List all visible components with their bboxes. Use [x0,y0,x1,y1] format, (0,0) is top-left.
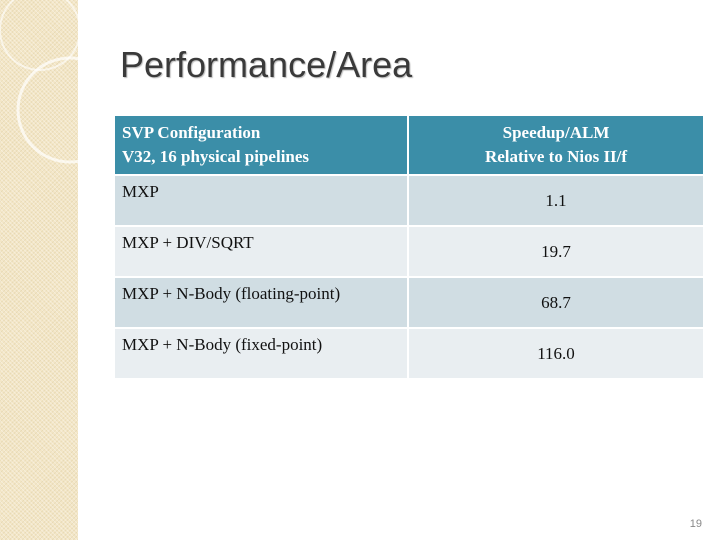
config-cell: MXP + N-Body (floating-point) [113,276,409,329]
decor [0,0,124,164]
header-cell: Speedup/ALM Relative to Nios II/f [407,114,705,176]
table-body: MXP 1.1 MXP + DIV/SQRT 19.7 MXP + N-Body (fl… [113,174,705,380]
header-line: SVP Configuration [122,123,261,142]
value-cell: 1.1 [407,174,705,227]
table-row: MXP + N-Body (fixed-point) 116.0 [113,327,705,380]
decorative-strip [0,0,124,540]
page-number: 19 [689,518,702,530]
header-cell: SVP Configuration V32, 16 physical pipeli… [113,114,409,176]
slide-title: Performance/Area [120,44,413,85]
value-cell: 116.0 [407,327,705,380]
table-row: MXP 1.1 [113,174,705,227]
value-cell: 19.7 [407,225,705,278]
config-cell: MXP + DIV/SQRT [113,225,409,278]
header-line: Speedup/ALM [502,123,610,142]
config-cell: MXP [113,174,409,227]
data-table: SVP Configuration V32, 16 physical pipeli… [113,114,705,380]
table-row: MXP + N-Body (floating-point) 68.7 [113,276,705,329]
header-line: V32, 16 physical pipelines [122,147,310,166]
header-line: Relative to Nios II/f [484,147,628,166]
table-row: MXP + DIV/SQRT 19.7 [113,225,705,278]
header-row: SVP Configuration V32, 16 physical pipeli… [113,114,705,176]
value-cell: 68.7 [407,276,705,329]
config-cell: MXP + N-Body (fixed-point) [113,327,409,380]
